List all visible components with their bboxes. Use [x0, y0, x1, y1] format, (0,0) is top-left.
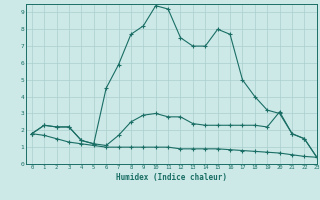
X-axis label: Humidex (Indice chaleur): Humidex (Indice chaleur): [116, 173, 227, 182]
